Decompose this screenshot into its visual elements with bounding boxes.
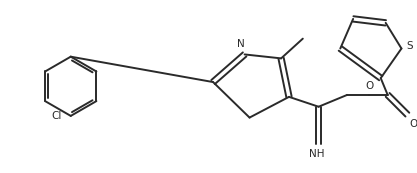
Text: NH: NH (309, 149, 324, 159)
Text: N: N (237, 39, 245, 49)
Text: O: O (365, 81, 374, 91)
Text: O: O (409, 119, 417, 129)
Text: Cl: Cl (51, 111, 62, 121)
Text: S: S (407, 42, 413, 51)
